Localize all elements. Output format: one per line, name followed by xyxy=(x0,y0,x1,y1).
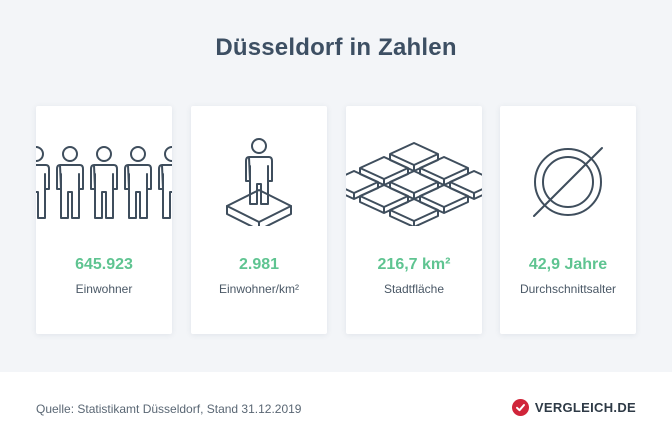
stat-value: 42,9 Jahre xyxy=(528,256,608,273)
average-symbol-icon xyxy=(533,147,603,217)
source-note: Quelle: Statistikamt Düsseldorf, Stand 3… xyxy=(36,402,302,416)
stat-label: Stadtfläche xyxy=(383,282,445,296)
stat-label: Einwohner/km² xyxy=(218,282,300,296)
checkmark-icon xyxy=(511,399,529,416)
stat-value: 2.981 xyxy=(238,256,280,273)
brand-name: VERGLEICH.DE xyxy=(534,400,636,415)
footer: Quelle: Statistikamt Düsseldorf, Stand 3… xyxy=(0,372,672,448)
brand-logo[interactable]: VERGLEICH.DE xyxy=(511,399,636,416)
page-title: Düsseldorf in Zahlen xyxy=(215,34,457,61)
area-tiles-icon xyxy=(346,142,482,226)
stat-value: 645.923 xyxy=(75,256,133,273)
stat-card-average-age: 42,9 Jahre Durchschnittsalter xyxy=(500,106,636,334)
stat-label: Einwohner xyxy=(75,282,133,296)
person-on-tile-icon xyxy=(226,138,292,226)
stat-label: Durchschnittsalter xyxy=(519,282,617,296)
stat-card-area: 216,7 km² Stadtfläche xyxy=(346,106,482,334)
stat-card-density: 2.981 Einwohner/km² xyxy=(191,106,327,334)
people-row-icon xyxy=(36,146,172,219)
stat-value: 216,7 km² xyxy=(377,256,451,273)
stat-card-population: 645.923 Einwohner xyxy=(36,106,172,334)
